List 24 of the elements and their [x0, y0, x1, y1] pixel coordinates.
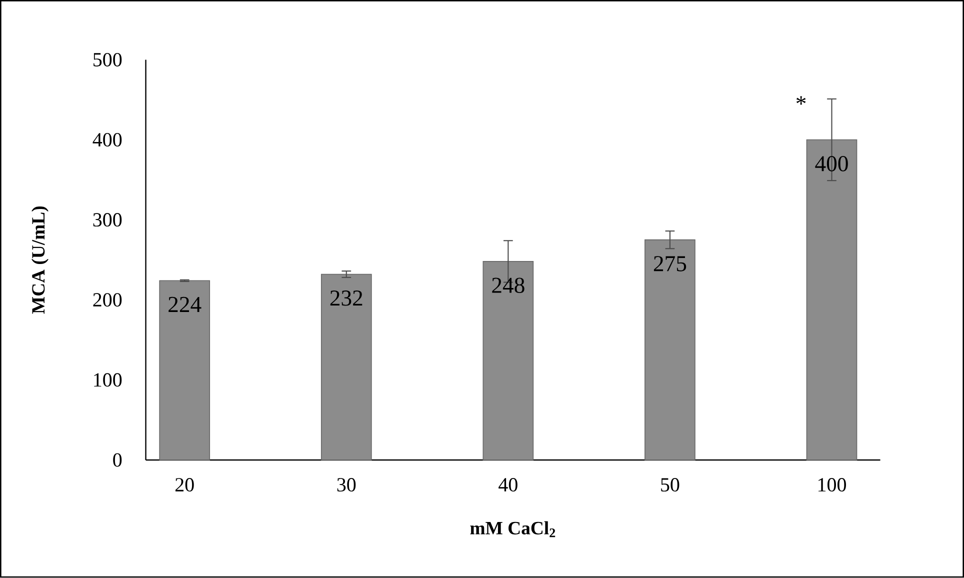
data-label: 400	[815, 156, 848, 172]
x-tick-label: 50	[661, 478, 680, 492]
x-tick-label: 100	[818, 478, 846, 492]
y-tick-label: 100	[94, 373, 122, 387]
x-tick-label: 40	[498, 478, 518, 492]
bar	[320, 274, 372, 461]
bar	[159, 280, 210, 461]
data-label: 224	[168, 297, 202, 312]
y-tick-label: 300	[93, 213, 122, 227]
x-tick-label: 20	[175, 478, 194, 492]
bar	[644, 240, 696, 461]
x-tick-label: 30	[337, 478, 356, 492]
y-tick-label: 500	[94, 53, 122, 67]
y-tick-label: 200	[93, 293, 122, 307]
bar	[482, 261, 534, 461]
annotation: *	[796, 96, 806, 105]
x-axis-title: mM CaCl$_{2}$	[470, 521, 556, 538]
y-tick-label: 0	[113, 453, 122, 467]
y-tick-label: 400	[92, 133, 122, 147]
data-label: 232	[330, 290, 362, 306]
bar	[806, 139, 858, 461]
data-label: 275	[654, 256, 686, 272]
data-label: 248	[492, 278, 524, 294]
y-axis-title: MCA (U/mL)	[32, 206, 48, 314]
